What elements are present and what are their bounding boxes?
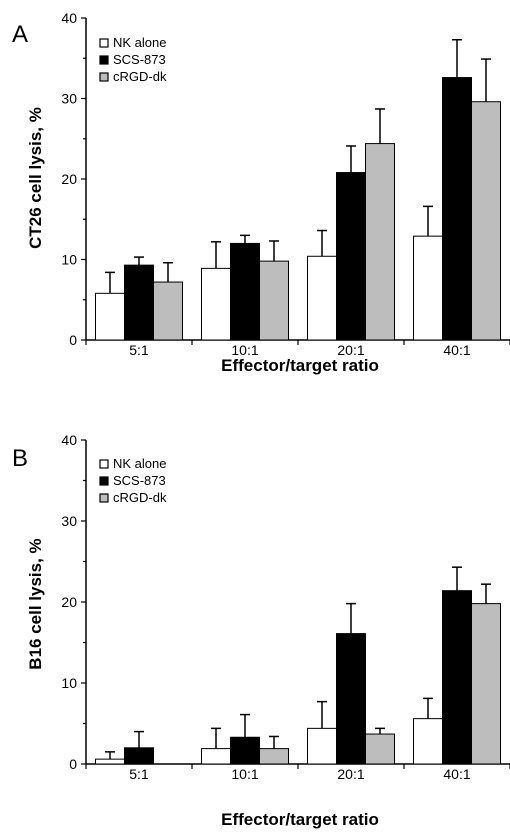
legend-label-nk-alone: NK alone — [113, 456, 166, 471]
legend-swatch-nk-alone — [99, 38, 109, 48]
legend-label-crgd-dk: cRGD-dk — [113, 490, 167, 505]
bar-nk-alone — [413, 718, 443, 765]
bar-crgd-dk — [259, 260, 289, 341]
bar-scs-873 — [124, 747, 154, 765]
legend-label-scs-873: SCS-873 — [113, 473, 166, 488]
panel-letter: A — [12, 21, 28, 48]
legend-label-scs-873: SCS-873 — [113, 52, 166, 67]
y-tick-label: 40 — [61, 10, 77, 26]
bar-nk-alone — [201, 748, 231, 765]
x-tick-label: 10:1 — [231, 342, 258, 358]
bar-crgd-dk — [471, 603, 501, 765]
x-axis-label: Effector/target ratio — [221, 810, 379, 829]
bar-scs-873 — [336, 172, 366, 341]
legend-swatch-nk-alone — [99, 459, 109, 469]
bar-crgd-dk — [259, 748, 289, 765]
y-tick-label: 0 — [69, 332, 77, 348]
legend: NK alone SCS-873 cRGD-dk — [99, 456, 167, 505]
bar-scs-873 — [442, 590, 472, 765]
bar-nk-alone — [201, 267, 231, 341]
y-tick-label: 20 — [61, 171, 77, 187]
y-axis-label: B16 cell lysis, % — [26, 538, 45, 669]
x-tick-label: 40:1 — [443, 766, 470, 782]
legend-swatch-crgd-dk — [99, 493, 109, 503]
bar-scs-873 — [230, 736, 260, 765]
bar-nk-alone — [413, 235, 443, 341]
x-tick-label: 5:1 — [129, 766, 149, 782]
legend: NK alone SCS-873 cRGD-dk — [99, 35, 167, 84]
y-tick-label: 10 — [61, 252, 77, 268]
legend-swatch-crgd-dk — [99, 72, 109, 82]
y-tick-label: 20 — [61, 594, 77, 610]
x-tick-label: 40:1 — [443, 342, 470, 358]
panel-b: B B16 cell lysis, % Effector/target rati… — [12, 432, 510, 829]
bar-scs-873 — [124, 264, 154, 341]
bar-nk-alone — [307, 727, 337, 765]
bar-crgd-dk — [471, 101, 501, 341]
x-tick-label: 10:1 — [231, 766, 258, 782]
bar-nk-alone — [95, 292, 125, 341]
y-tick-label: 40 — [61, 432, 77, 448]
panel-letter: B — [12, 445, 28, 472]
y-tick-label: 10 — [61, 675, 77, 691]
x-tick-label: 5:1 — [129, 342, 149, 358]
x-axis-label: Effector/target ratio — [221, 356, 379, 375]
legend-label-nk-alone: NK alone — [113, 35, 166, 50]
legend-swatch-scs-873 — [99, 476, 109, 486]
panel-a: A CT26 cell lysis, % Effector/target rat… — [12, 10, 510, 375]
legend-swatch-scs-873 — [99, 55, 109, 65]
y-axis-label: CT26 cell lysis, % — [26, 107, 45, 249]
x-tick-label: 20:1 — [337, 342, 364, 358]
legend-label-crgd-dk: cRGD-dk — [113, 69, 167, 84]
x-tick-label: 20:1 — [337, 766, 364, 782]
bar-scs-873 — [230, 242, 260, 341]
bar-nk-alone — [95, 758, 125, 765]
bar-nk-alone — [307, 255, 337, 341]
bar-crgd-dk — [365, 733, 395, 765]
y-tick-label: 30 — [61, 513, 77, 529]
bar-scs-873 — [442, 77, 472, 341]
y-tick-label: 30 — [61, 91, 77, 107]
bar-crgd-dk — [153, 281, 183, 341]
bar-crgd-dk — [365, 143, 395, 341]
y-tick-label: 0 — [69, 756, 77, 772]
bar-scs-873 — [336, 633, 366, 765]
